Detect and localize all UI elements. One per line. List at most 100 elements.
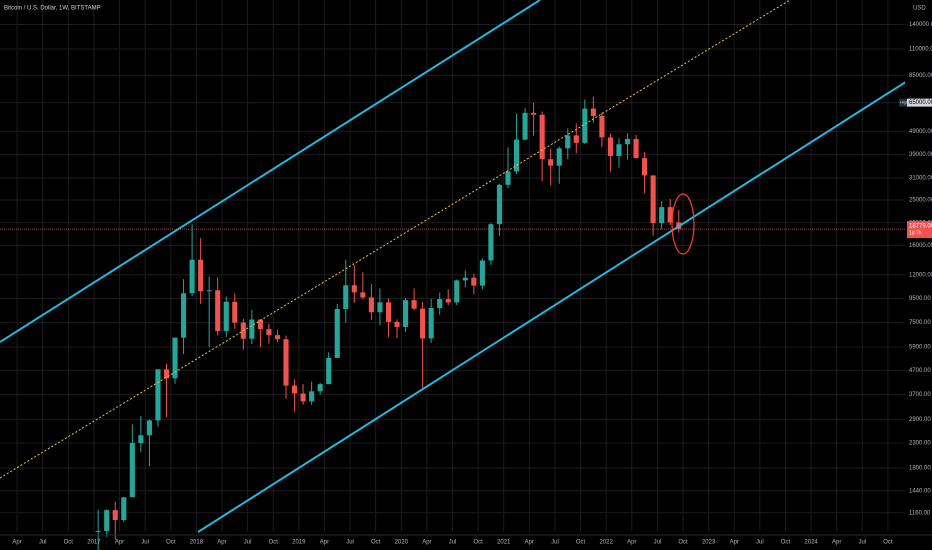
candle-body [198, 259, 204, 292]
candle-body [377, 302, 383, 313]
x-tick-label: Apr [115, 540, 124, 546]
x-tick-label: Oct [166, 540, 176, 546]
candle-body [163, 369, 170, 379]
x-tick-label: Apr [525, 540, 534, 546]
candle-body [513, 139, 520, 172]
x-tick-label: Jul [858, 540, 866, 546]
high-tag-bg [899, 98, 907, 107]
candle-body [172, 337, 178, 379]
x-tick-label: Apr [12, 540, 21, 546]
candle-body [599, 115, 605, 138]
y-tick-label: 12000.00 [909, 272, 932, 278]
candle-body [505, 171, 511, 185]
y-tick-label: 1440.00 [909, 488, 931, 494]
candle-body [616, 144, 622, 156]
x-tick-label: Jul [141, 540, 149, 546]
candle-body [283, 339, 289, 386]
y-tick-label: 3700.00 [909, 392, 931, 398]
candle-body [249, 319, 255, 339]
candle-body [291, 385, 298, 394]
channel-lower [197, 77, 913, 533]
y-tick-label: 5900.00 [909, 345, 931, 351]
x-tick-label: Oct [781, 540, 791, 546]
x-tick-label: Jul [654, 540, 662, 546]
candle-body [496, 184, 503, 225]
x-tick-label: 2017 [87, 540, 101, 546]
candle-body [223, 301, 229, 332]
y-tick-label: 110000.00 [909, 47, 932, 53]
candle-body [300, 393, 306, 402]
x-tick-label: Apr [320, 540, 329, 546]
candle-body [650, 175, 656, 224]
x-tick-label: Apr [832, 540, 841, 546]
candle-body [351, 285, 357, 293]
y-tick-label: 140000.00 [909, 22, 932, 28]
y-tick-label: 2900.00 [909, 417, 931, 423]
x-tick-label: Apr [627, 540, 636, 546]
candle-body [428, 308, 434, 339]
candle-body [607, 137, 614, 156]
candle-body [556, 148, 562, 166]
candle-body [445, 299, 451, 303]
x-tick-label: 2021 [497, 540, 511, 546]
candle-body [402, 300, 409, 327]
candle-body [462, 277, 468, 281]
candle-body [129, 442, 135, 498]
y-tick-label: 7500.00 [909, 320, 931, 326]
candle-body [522, 112, 528, 140]
x-tick-label: Apr [217, 540, 226, 546]
highlight-circle [671, 193, 695, 255]
x-tick-label: Oct [883, 540, 893, 546]
candle-body [266, 329, 272, 336]
x-tick-label: Jul [244, 540, 252, 546]
candle-body [343, 285, 349, 310]
x-tick-label: Jul [756, 540, 764, 546]
y-tick-label: 1160.00 [909, 510, 931, 516]
x-tick-label: 2023 [702, 540, 716, 546]
candle-body [326, 357, 332, 385]
candle-body [334, 309, 340, 358]
channel-upper [0, 0, 541, 343]
candles [95, 96, 682, 550]
candle-body [155, 369, 161, 421]
candle-body [104, 510, 110, 531]
candle-body [112, 510, 118, 521]
y-tick-label: 4700.00 [909, 368, 931, 374]
y-tick-label: 2300.00 [909, 441, 931, 447]
candle-body [317, 384, 323, 392]
y-tick-label: 85000.00 [909, 73, 932, 79]
x-tick-label: Jul [551, 540, 559, 546]
candle-body [454, 280, 460, 303]
candle-body [437, 299, 443, 309]
candle-body [420, 308, 426, 339]
candle-body [565, 135, 571, 149]
candle-body [531, 112, 537, 115]
candle-body [667, 207, 673, 223]
axis-unit: USD [913, 6, 926, 12]
candle-body [206, 290, 212, 292]
x-tick-label: 2020 [395, 540, 409, 546]
high-price-bg [907, 98, 932, 107]
candle-body [394, 321, 400, 327]
x-tick-label: Oct [64, 540, 74, 546]
candle-body [471, 277, 477, 286]
y-tick-label: 16000.00 [909, 243, 932, 249]
x-tick-label: Jul [346, 540, 354, 546]
candle-body [360, 292, 366, 298]
y-tick-label: 31000.00 [909, 176, 932, 182]
candle-body [121, 497, 127, 521]
candle-body [582, 108, 588, 143]
candle-body [659, 207, 665, 224]
candle-body [95, 530, 101, 532]
candle-body [189, 259, 195, 294]
y-tick-label: 39000.00 [909, 152, 932, 158]
candle-body [642, 158, 648, 176]
candle-body [146, 420, 152, 436]
candle-body [257, 319, 263, 330]
x-tick-label: Jul [449, 540, 457, 546]
candle-body [309, 391, 315, 402]
candle-body [181, 293, 187, 338]
countdown: 1d 7h [909, 230, 922, 236]
candle-body [385, 302, 392, 322]
